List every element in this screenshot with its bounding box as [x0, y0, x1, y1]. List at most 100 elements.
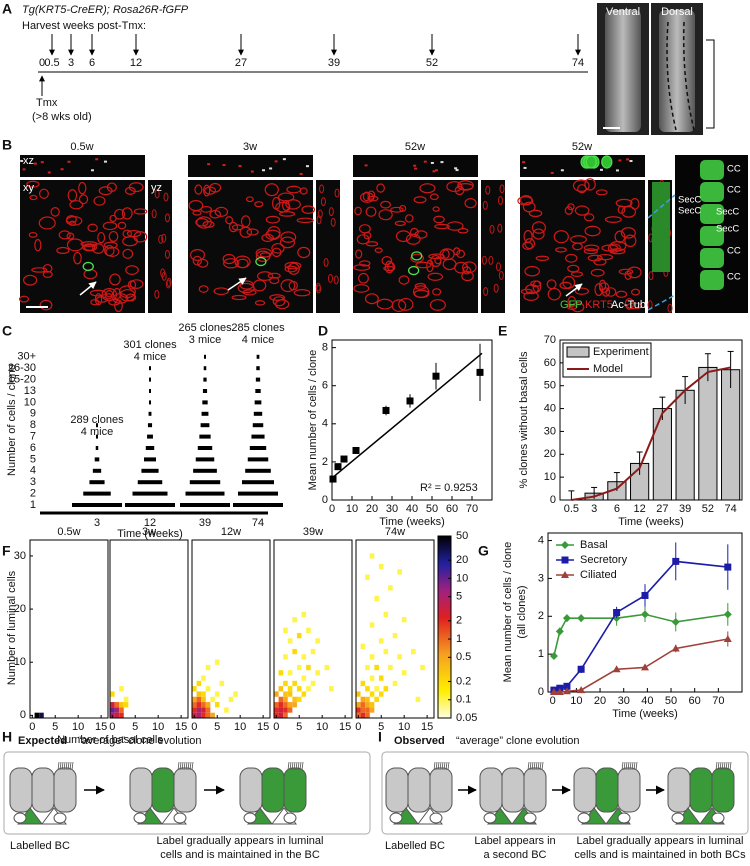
- cell-outline: [213, 287, 229, 296]
- cilia: [291, 761, 294, 771]
- heat-cell: [283, 696, 288, 703]
- heat-cell: [283, 707, 288, 713]
- heat-cell: [360, 696, 366, 703]
- clone-bar: [189, 480, 221, 485]
- heat-cell: [369, 654, 375, 660]
- timepoint-label: 52: [426, 57, 438, 69]
- annotation: 4 mice: [81, 426, 113, 438]
- panel-title: Observed: [394, 735, 445, 747]
- cell-outline: [365, 206, 377, 217]
- heat-cell: [365, 707, 370, 713]
- speck: [550, 171, 554, 174]
- xy-image: [353, 180, 478, 313]
- cell-outline: [624, 234, 637, 248]
- gfp-cell: [700, 160, 724, 180]
- cell-outline: [89, 289, 107, 297]
- speck: [432, 170, 436, 173]
- cell-outline: [442, 249, 450, 259]
- cell-outline: [315, 282, 321, 292]
- cilia: [57, 761, 60, 771]
- cell-outline: [609, 240, 627, 252]
- x-tick-label: 74: [725, 503, 737, 515]
- heat-cell: [301, 675, 307, 681]
- cilia: [433, 761, 436, 771]
- clone-bar: [149, 366, 151, 371]
- heat-cell: [356, 702, 361, 708]
- heat-cell: [219, 680, 225, 687]
- cell-outline: [405, 233, 421, 245]
- cell-outline: [493, 283, 499, 293]
- heat-cell: [310, 648, 316, 655]
- cell-outline: [93, 196, 106, 206]
- cell-outline: [429, 193, 439, 201]
- gfp-cell: [255, 256, 267, 267]
- cell-outline: [415, 261, 432, 269]
- cell-label: SecC: [716, 224, 739, 235]
- heat-cell: [205, 664, 211, 671]
- cell-outline: [264, 183, 279, 197]
- heat-cell: [287, 670, 293, 676]
- plot-frame: [331, 339, 493, 501]
- cell-label: SecC: [678, 195, 701, 206]
- cell-outline: [197, 258, 209, 268]
- nucleus: [429, 812, 443, 824]
- cell-outline: [356, 234, 370, 245]
- annotation: 3 mice: [189, 334, 221, 346]
- bracket: [706, 39, 715, 129]
- cell-outline: [319, 184, 325, 194]
- axis-label: Number of luminal cells: [6, 570, 18, 685]
- heat-cell: [301, 654, 307, 660]
- cell-outline: [570, 235, 587, 244]
- cell-outline: [28, 231, 38, 238]
- cilia: [537, 761, 540, 771]
- heat-cell: [378, 638, 384, 644]
- y-tick-label: 0: [20, 709, 26, 721]
- x-tick-label: 30: [618, 695, 630, 707]
- x-tick-label: 52: [702, 503, 714, 515]
- cell-outline: [112, 293, 129, 304]
- cell-outline: [285, 199, 301, 210]
- cell-outline: [520, 288, 533, 295]
- cilia: [191, 761, 194, 771]
- cell-outline: [362, 191, 371, 202]
- speck: [430, 161, 434, 164]
- cell-outline: [412, 285, 430, 298]
- cell-outline: [456, 249, 466, 259]
- cell-outline: [58, 230, 71, 240]
- time-label: 52w: [405, 141, 425, 153]
- cell-outline: [128, 182, 144, 193]
- cilia: [627, 761, 630, 771]
- clone-bar: [197, 446, 213, 450]
- y-tick-label: 30: [544, 425, 556, 437]
- cell-outline: [495, 262, 501, 272]
- cilia: [189, 761, 192, 771]
- point: [432, 372, 440, 380]
- panel-title: Expected: [18, 735, 67, 747]
- y-tick-label: 20: [14, 603, 26, 615]
- cell-outline: [433, 215, 445, 224]
- cell-outline: [381, 256, 393, 266]
- y-tick-label: 20: [544, 448, 556, 460]
- clone-bar: [143, 457, 157, 462]
- clone-bar: [255, 377, 261, 382]
- x-tick-label: 3: [591, 503, 597, 515]
- clone-bar: [185, 491, 225, 496]
- cell-outline: [607, 243, 621, 253]
- x-tick-label: 10: [234, 721, 246, 733]
- cell-label: CC: [727, 246, 741, 257]
- cell-outline: [296, 217, 314, 224]
- annotation: 4 mice: [134, 351, 166, 363]
- heat-cell: [205, 707, 211, 713]
- luminal-cell: [31, 767, 55, 813]
- cell-outline: [567, 296, 577, 308]
- heat-cell: [365, 712, 370, 718]
- cell-outline: [98, 186, 113, 196]
- heat-cell: [310, 680, 316, 687]
- heat-cell: [392, 680, 398, 687]
- speck: [22, 168, 26, 171]
- speck: [629, 160, 633, 163]
- clone-bar: [202, 389, 208, 393]
- cell-outline: [161, 233, 167, 243]
- cilia: [629, 761, 632, 771]
- speck: [60, 168, 64, 171]
